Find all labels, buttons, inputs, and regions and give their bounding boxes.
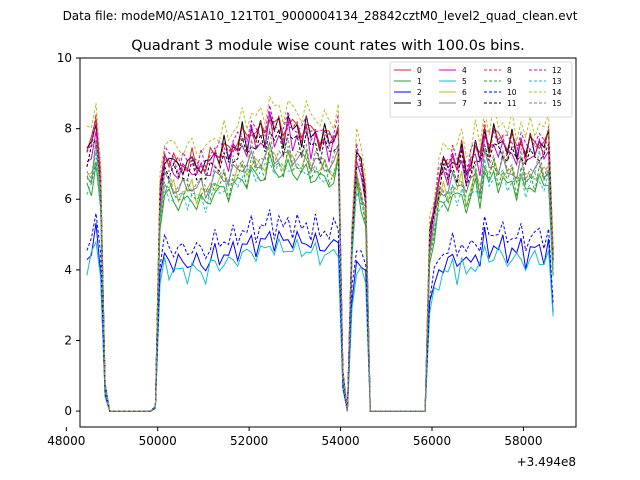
y-tick-label: 2	[64, 333, 72, 347]
series-line-9	[86, 142, 554, 412]
legend-label-12: 12	[552, 66, 562, 75]
y-tick-label: 8	[64, 122, 72, 136]
x-tick-label: 58000	[504, 434, 542, 448]
y-tick-label: 10	[57, 51, 72, 65]
suptitle: Data file: modeM0/AS1A10_121T01_90000041…	[63, 9, 578, 23]
legend-label-11: 11	[507, 99, 517, 108]
x-tick-label: 52000	[230, 434, 268, 448]
legend-label-2: 2	[417, 88, 422, 97]
x-tick-label: 48000	[47, 434, 85, 448]
legend-label-14: 14	[552, 88, 562, 97]
series-line-7	[86, 140, 554, 412]
series-line-12	[86, 105, 554, 412]
series-line-14	[86, 95, 554, 412]
legend-label-10: 10	[507, 88, 517, 97]
series-layer	[86, 95, 554, 412]
series-line-4	[86, 111, 554, 412]
legend-label-0: 0	[417, 66, 422, 75]
x-offset-text: +3.494e8	[517, 455, 576, 469]
y-tick-label: 4	[64, 263, 72, 277]
series-line-13	[86, 151, 554, 412]
series-line-2	[86, 222, 554, 412]
y-tick-label: 0	[64, 404, 72, 418]
legend-label-8: 8	[507, 66, 512, 75]
legend-label-5: 5	[462, 77, 467, 86]
series-line-5	[86, 237, 554, 412]
y-tick-label: 6	[64, 192, 72, 206]
legend-label-7: 7	[462, 99, 467, 108]
chart-title: Quadrant 3 module wise count rates with …	[131, 38, 525, 54]
plot-frame	[79, 57, 577, 428]
legend-label-6: 6	[462, 88, 467, 97]
legend-label-3: 3	[417, 99, 422, 108]
series-line-8	[86, 114, 554, 412]
series-line-15	[86, 128, 554, 412]
x-tick-label: 54000	[321, 434, 359, 448]
y-axis-ticks: 0 2 4 6 8 10	[57, 51, 80, 418]
x-tick-label: 56000	[413, 434, 451, 448]
series-line-11	[86, 127, 554, 412]
x-axis-ticks: 48000 50000 52000 54000 56000 58000	[47, 427, 543, 448]
series-line-3	[86, 112, 554, 412]
legend-label-9: 9	[507, 77, 512, 86]
legend-label-4: 4	[462, 66, 467, 75]
series-line-10	[86, 209, 554, 412]
x-tick-label: 50000	[139, 434, 177, 448]
legend-label-1: 1	[417, 77, 422, 86]
legend-label-13: 13	[552, 77, 562, 86]
legend-box	[389, 61, 573, 118]
legend-label-15: 15	[552, 99, 562, 108]
